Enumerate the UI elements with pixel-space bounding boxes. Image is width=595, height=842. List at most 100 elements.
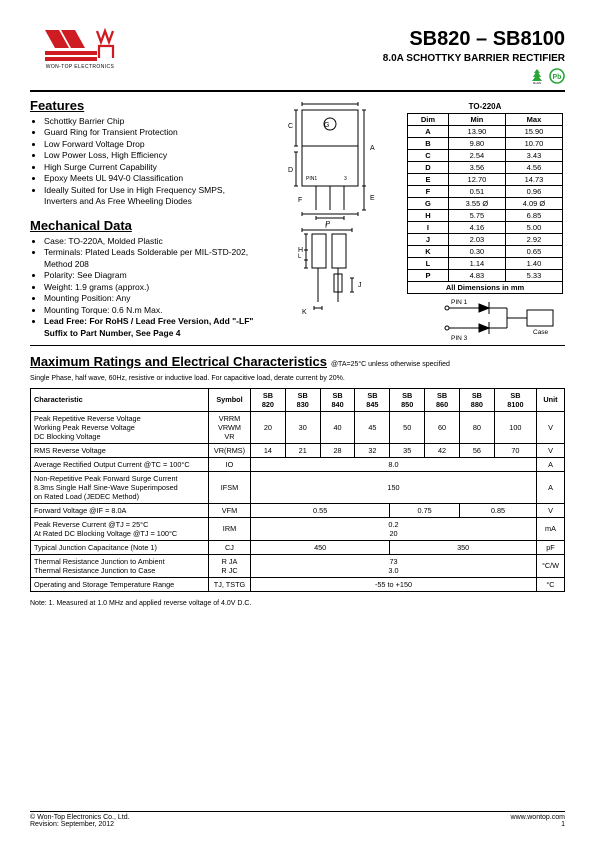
- elec-val: 100: [494, 411, 536, 443]
- dim-cell: H: [408, 210, 449, 222]
- elec-sym: TJ, TSTG: [209, 577, 251, 591]
- title-block: SB820 – SB8100 8.0A SCHOTTKY BARRIER REC…: [383, 28, 565, 84]
- footer-revision: Revision: September, 2012: [30, 821, 130, 828]
- svg-text:B: B: [326, 102, 331, 104]
- elec-val: 42: [425, 443, 460, 457]
- dim-cell: 4.56: [505, 162, 562, 174]
- company-logo-icon: [45, 28, 115, 62]
- mech-item: Polarity: See Diagram: [44, 270, 260, 281]
- elec-char: Peak Reverse Current @TJ = 25°CAt Rated …: [31, 517, 209, 540]
- product-subtitle: 8.0A SCHOTTKY BARRIER RECTIFIER: [383, 53, 565, 64]
- dim-cell: 5.33: [505, 270, 562, 282]
- dim-cell: P: [408, 270, 449, 282]
- elec-val: 14: [251, 443, 286, 457]
- elec-val: 50: [390, 411, 425, 443]
- footer-url: www.wontop.com: [511, 814, 565, 821]
- elec-unit: A: [537, 457, 565, 471]
- package-outline-icon: B C G A D E F P PIN1 3 I H L J K: [272, 102, 392, 332]
- company-name: WON-TOP ELECTRONICS: [46, 64, 115, 70]
- elec-val: 60: [425, 411, 460, 443]
- elec-header: SB850: [390, 388, 425, 411]
- features-item: Guard Ring for Transient Protection: [44, 127, 260, 138]
- elec-header: SB8100: [494, 388, 536, 411]
- dim-cell: 0.65: [505, 246, 562, 258]
- svg-text:E: E: [370, 195, 375, 202]
- ratings-condition: @TA=25°C unless otherwise specified: [331, 361, 450, 368]
- mech-item: Mounting Position: Any: [44, 293, 260, 304]
- elec-header: Symbol: [209, 388, 251, 411]
- elec-val: 56: [459, 443, 494, 457]
- footer-company: © Won-Top Electronics Co., Ltd.: [30, 814, 130, 821]
- dim-cell: 3.56: [448, 162, 505, 174]
- elec-val: 35: [390, 443, 425, 457]
- elec-char: Forward Voltage @IF = 8.0A: [31, 503, 209, 517]
- elec-char: Typical Junction Capacitance (Note 1): [31, 540, 209, 554]
- elec-val: 45: [355, 411, 390, 443]
- footer-rule: [30, 811, 565, 812]
- dim-cell: 0.30: [448, 246, 505, 258]
- dim-cell: F: [408, 186, 449, 198]
- elec-unit: V: [537, 443, 565, 457]
- footer-right: www.wontop.com 1: [511, 814, 565, 828]
- elec-val: 0.85: [459, 503, 536, 517]
- pin-diagram-icon: PIN 1 PIN 3 Case: [439, 298, 559, 348]
- features-list: Schottky Barrier ChipGuard Ring for Tran…: [30, 116, 260, 208]
- dim-cell: 2.54: [448, 150, 505, 162]
- elec-unit: °C/W: [537, 554, 565, 577]
- elec-sym: CJ: [209, 540, 251, 554]
- features-title: Features: [30, 98, 260, 113]
- ratings-title-row: Maximum Ratings and Electrical Character…: [30, 354, 565, 372]
- dim-cell: 14.73: [505, 174, 562, 186]
- elec-char: Peak Repetitive Reverse VoltageWorking P…: [31, 411, 209, 443]
- svg-text:G: G: [324, 122, 329, 129]
- elec-char: Average Rectified Output Current @TC = 1…: [31, 457, 209, 471]
- pb-free-icon: Pb: [549, 68, 565, 84]
- elec-header: Unit: [537, 388, 565, 411]
- elec-header: SB830: [285, 388, 320, 411]
- elec-sym: R JAR JC: [209, 554, 251, 577]
- svg-text:J: J: [358, 282, 362, 289]
- svg-text:PIN 3: PIN 3: [451, 335, 468, 342]
- dim-cell: 9.80: [448, 138, 505, 150]
- elec-header: SB820: [251, 388, 286, 411]
- svg-text:PIN1: PIN1: [306, 176, 317, 182]
- features-item: Low Forward Voltage Drop: [44, 139, 260, 150]
- elec-unit: mA: [537, 517, 565, 540]
- electrical-table: CharacteristicSymbolSB820SB830SB840SB845…: [30, 388, 565, 592]
- elec-unit: pF: [537, 540, 565, 554]
- elec-val: 150: [251, 471, 537, 503]
- elec-sym: VRRMVRWMVR: [209, 411, 251, 443]
- elec-val: 21: [285, 443, 320, 457]
- svg-text:D: D: [288, 167, 293, 174]
- dim-cell: L: [408, 258, 449, 270]
- page-footer: © Won-Top Electronics Co., Ltd. Revision…: [30, 811, 565, 828]
- header-rule: [30, 90, 565, 92]
- ratings-title: Maximum Ratings and Electrical Character…: [30, 354, 327, 369]
- elec-sym: IFSM: [209, 471, 251, 503]
- elec-val: -55 to +150: [251, 577, 537, 591]
- dim-cell: 1.40: [505, 258, 562, 270]
- dim-cell: K: [408, 246, 449, 258]
- svg-text:H: H: [298, 247, 303, 254]
- svg-text:L: L: [298, 254, 302, 260]
- elec-val: 0.75: [390, 503, 460, 517]
- footer-page: 1: [511, 821, 565, 828]
- dim-header: Min: [448, 114, 505, 126]
- elec-val: 450: [251, 540, 390, 554]
- dim-cell: 3.43: [505, 150, 562, 162]
- footer-left: © Won-Top Electronics Co., Ltd. Revision…: [30, 814, 130, 828]
- dim-cell: E: [408, 174, 449, 186]
- svg-text:RoHS: RoHS: [533, 81, 541, 84]
- dim-header: Max: [505, 114, 562, 126]
- dim-cell: 4.16: [448, 222, 505, 234]
- elec-val: 80: [459, 411, 494, 443]
- dim-cell: I: [408, 222, 449, 234]
- top-content-row: Features Schottky Barrier ChipGuard Ring…: [30, 98, 565, 339]
- elec-header: SB845: [355, 388, 390, 411]
- dim-cell: 3.55 Ø: [448, 198, 505, 210]
- dim-cell: 13.90: [448, 126, 505, 138]
- mech-item: Terminals: Plated Leads Solderable per M…: [44, 247, 260, 270]
- dim-cell: 2.03: [448, 234, 505, 246]
- dim-cell: A: [408, 126, 449, 138]
- dim-cell: D: [408, 162, 449, 174]
